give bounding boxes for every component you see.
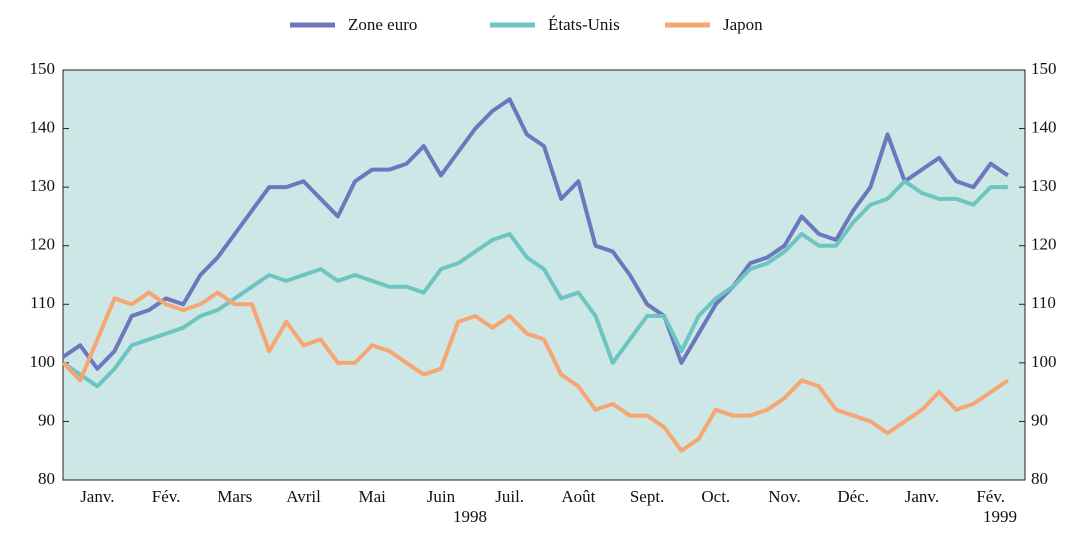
- y-tick-label: 80: [38, 469, 55, 488]
- x-tick-label: Fév.: [152, 487, 181, 506]
- y-tick-label: 100: [30, 352, 56, 371]
- y-tick-label: 110: [30, 293, 55, 312]
- x-tick-label: Juin: [427, 487, 456, 506]
- y2-tick-label: 120: [1031, 235, 1057, 254]
- x-tick-label: Janv.: [80, 487, 114, 506]
- y-tick-label: 90: [38, 410, 55, 429]
- x-tick-label: Avril: [286, 487, 321, 506]
- x-tick-label: Sept.: [630, 487, 664, 506]
- y2-tick-label: 90: [1031, 410, 1048, 429]
- y2-tick-label: 80: [1031, 469, 1048, 488]
- y-tick-label: 120: [30, 235, 56, 254]
- y-tick-label: 150: [30, 59, 56, 78]
- y2-tick-label: 100: [1031, 352, 1057, 371]
- y2-tick-label: 130: [1031, 176, 1057, 195]
- series-line: [61, 290, 1009, 453]
- year-label: 1999: [983, 507, 1017, 526]
- legend-label: États-Unis: [548, 15, 620, 34]
- x-tick-label: Fév.: [976, 487, 1005, 506]
- y-tick-label: 130: [30, 176, 56, 195]
- legend-label: Zone euro: [348, 15, 417, 34]
- y2-tick-label: 150: [1031, 59, 1057, 78]
- x-tick-label: Juil.: [495, 487, 524, 506]
- x-tick-label: Mai: [359, 487, 387, 506]
- plot-area: [62, 69, 1026, 481]
- series-line: [61, 179, 1008, 389]
- y-tick-label: 140: [30, 117, 56, 136]
- x-tick-label: Oct.: [701, 487, 730, 506]
- legend-label: Japon: [723, 15, 763, 34]
- series-line: [61, 97, 1009, 371]
- x-tick-label: Août: [561, 487, 595, 506]
- x-tick-label: Déc.: [837, 487, 869, 506]
- x-tick-label: Janv.: [905, 487, 939, 506]
- x-tick-label: Mars: [217, 487, 252, 506]
- x-tick-label: Nov.: [768, 487, 800, 506]
- y2-tick-label: 140: [1031, 117, 1057, 136]
- y2-tick-label: 110: [1031, 293, 1056, 312]
- year-label: 1998: [453, 507, 487, 526]
